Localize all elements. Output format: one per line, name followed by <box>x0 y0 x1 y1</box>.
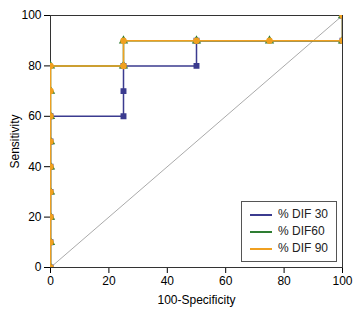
svg-text:100: 100 <box>332 274 352 288</box>
svg-text:Sensitivity: Sensitivity <box>8 114 22 168</box>
svg-text:20: 20 <box>102 274 116 288</box>
svg-text:100: 100 <box>21 8 41 22</box>
svg-text:60: 60 <box>219 274 233 288</box>
svg-text:0: 0 <box>35 260 42 274</box>
svg-text:40: 40 <box>161 274 175 288</box>
svg-text:0: 0 <box>47 274 54 288</box>
svg-text:80: 80 <box>28 59 42 73</box>
html-text:% DIF 30: % DIF 30 <box>278 207 328 221</box>
svg-text:100-Specificity: 100-Specificity <box>157 293 235 307</box>
svg-text:80: 80 <box>277 274 291 288</box>
svg-text:60: 60 <box>28 109 42 123</box>
svg-text:40: 40 <box>28 160 42 174</box>
html-text:% DIF60: % DIF60 <box>278 224 325 238</box>
svg-text:20: 20 <box>28 210 42 224</box>
html-text:% DIF 90: % DIF 90 <box>278 241 328 255</box>
